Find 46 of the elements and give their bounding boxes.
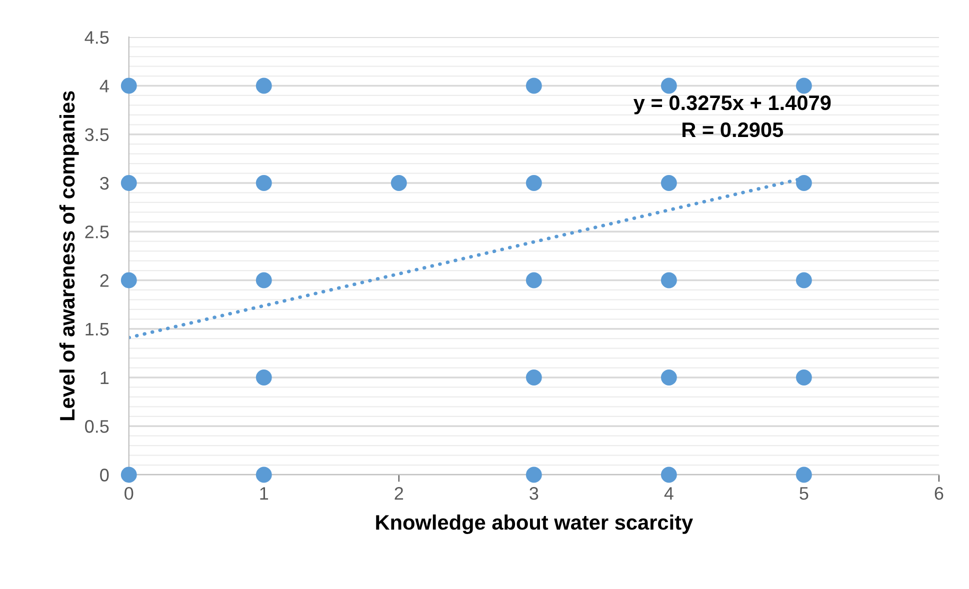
- y-axis-title: Level of awareness of companies: [59, 91, 79, 420]
- point: [120, 78, 137, 94]
- annotation: R = 0.2905: [682, 122, 784, 138]
- point: [660, 78, 677, 94]
- point: [660, 466, 677, 483]
- x-tick-label: 4: [664, 487, 674, 500]
- y-tick-label: 2.5: [85, 226, 109, 238]
- point: [796, 272, 812, 288]
- y-tick-label: 4.5: [84, 31, 109, 44]
- y-tick-label: 3: [100, 176, 109, 190]
- point: [796, 466, 812, 483]
- point: [256, 466, 272, 483]
- y-tick-label: 4: [100, 80, 109, 92]
- x-axis-title: Knowledge about water scarcity: [376, 514, 694, 534]
- point: [526, 370, 542, 386]
- point: [120, 175, 137, 191]
- x-tick-label: 6: [934, 487, 944, 500]
- point: [526, 175, 542, 191]
- point: [526, 272, 542, 288]
- point: [120, 466, 137, 483]
- point: [660, 272, 677, 288]
- point: [256, 272, 272, 288]
- y-tick-label: 2: [100, 274, 109, 287]
- point: [120, 272, 137, 288]
- annotation: y = 0.3275x + 1.4079: [634, 95, 831, 114]
- point: [660, 370, 677, 386]
- y-tick-label: 1.5: [86, 322, 109, 336]
- point: [660, 175, 677, 191]
- point: [256, 78, 272, 94]
- point: [390, 175, 407, 191]
- y-tick-label: 3.5: [85, 128, 109, 142]
- x-tick-label: 5: [800, 487, 808, 500]
- point: [256, 175, 272, 191]
- x-tick-label: 1: [260, 487, 268, 500]
- x-tick-label: 2: [394, 487, 404, 500]
- y-tick-label: 0.5: [85, 420, 109, 433]
- point: [526, 78, 542, 94]
- point: [796, 78, 812, 94]
- x-tick-label: 0: [124, 487, 134, 500]
- y-tick-label: 1: [100, 372, 109, 384]
- y-tick-label: 0: [100, 468, 109, 482]
- point: [256, 370, 272, 386]
- point: [796, 175, 812, 191]
- x-tick-label: 3: [530, 487, 538, 500]
- point: [796, 370, 812, 386]
- point: [526, 466, 542, 483]
